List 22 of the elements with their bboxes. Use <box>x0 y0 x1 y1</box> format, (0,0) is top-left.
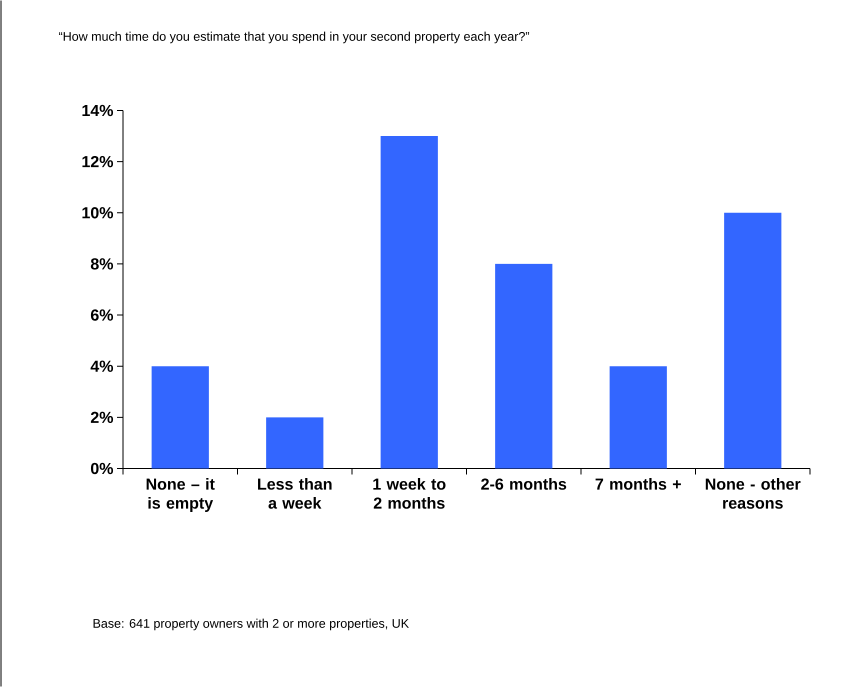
bar <box>152 366 209 468</box>
x-tick-label: Less than a week <box>258 478 332 509</box>
y-tick-label: 2% <box>90 412 114 423</box>
chart-title: “How much time do you estimate that you spend in your second property each year?” <box>58 32 530 44</box>
y-tick-label: 4% <box>90 360 114 372</box>
bar <box>724 212 782 468</box>
bar <box>380 136 438 468</box>
y-tick-label: 8% <box>90 258 114 270</box>
x-tick-label: 2-6 months <box>481 478 566 490</box>
bar <box>266 417 324 468</box>
bar <box>610 366 667 468</box>
text: Base: 641 property owners with 2 or more properties, UK <box>94 618 409 630</box>
y-tick-label: 12% <box>82 156 114 168</box>
bar <box>495 264 552 468</box>
y-tick-label: 14% <box>82 104 114 116</box>
x-tick-label: 1 week to 2 months <box>373 478 446 509</box>
y-tick-label: 10% <box>82 207 114 218</box>
x-tick-label: 7 months + <box>596 478 681 490</box>
x-tick-label: None – it is empty <box>146 478 215 512</box>
y-tick-label: 6% <box>90 309 114 321</box>
y-tick-label: 0% <box>90 462 114 474</box>
x-tick-label: None - other reasons <box>706 478 800 509</box>
